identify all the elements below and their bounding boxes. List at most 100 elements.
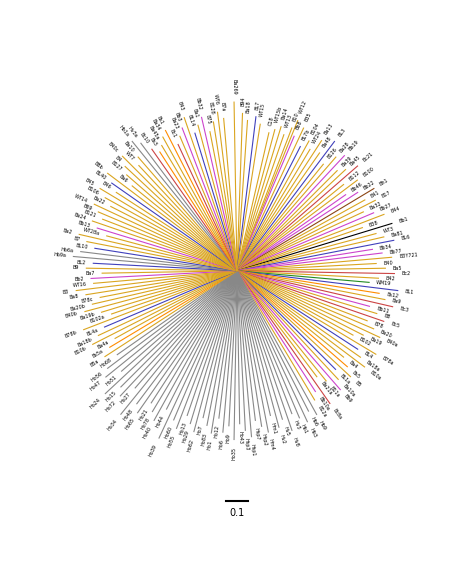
Text: Ho7: Ho7 [197, 424, 204, 435]
Text: Ba23: Ba23 [170, 117, 179, 131]
Text: Ba10a: Ba10a [341, 383, 356, 398]
Text: Bb3: Bb3 [174, 111, 182, 122]
Text: Bb10a: Bb10a [317, 396, 330, 412]
Text: B104: B104 [310, 122, 321, 136]
Text: Hb1a: Hb1a [118, 124, 129, 137]
Text: Hb3: Hb3 [308, 428, 317, 438]
Text: Hsp2: Hsp2 [260, 433, 267, 446]
Text: Ba32: Ba32 [369, 201, 383, 211]
Text: B45: B45 [84, 178, 95, 187]
Text: Ba1: Ba1 [191, 108, 199, 119]
Text: WT13: WT13 [284, 113, 293, 129]
Text: BL14: BL14 [187, 113, 195, 127]
Text: Bb8: Bb8 [295, 120, 303, 131]
Text: Ba7: Ba7 [85, 271, 95, 276]
Text: Bs1: Bs1 [156, 115, 164, 125]
Text: WT15b: WT15b [274, 105, 283, 123]
Text: BL7b: BL7b [301, 128, 311, 141]
Text: B3: B3 [62, 289, 69, 295]
Text: Hb6a: Hb6a [60, 247, 74, 253]
Text: BL1a: BL1a [339, 373, 351, 385]
Text: B7a: B7a [220, 101, 226, 111]
Text: WT15: WT15 [259, 103, 266, 117]
Text: Bs5a: Bs5a [92, 349, 105, 359]
Text: BL2: BL2 [77, 260, 86, 266]
Text: Ba10: Ba10 [123, 140, 135, 153]
Text: Ho35: Ho35 [231, 447, 237, 460]
Text: B12a: B12a [316, 405, 327, 418]
Text: B126: B126 [326, 147, 338, 160]
Text: Ho24: Ho24 [89, 397, 102, 409]
Text: Ho27: Ho27 [120, 392, 132, 405]
Text: Hv5: Hv5 [282, 425, 290, 436]
Text: B42: B42 [386, 276, 395, 282]
Text: Ho72: Ho72 [105, 400, 117, 413]
Text: B78b: B78b [64, 330, 78, 339]
Text: Ho51: Ho51 [105, 374, 118, 386]
Text: BL6: BL6 [401, 235, 410, 241]
Text: WT16: WT16 [72, 282, 87, 288]
Text: Ba19: Ba19 [369, 336, 382, 347]
Text: Bb1: Bb1 [398, 216, 409, 223]
Text: Ba4: Ba4 [348, 360, 358, 369]
Text: B44: B44 [390, 206, 401, 214]
Text: Ba22: Ba22 [92, 195, 105, 205]
Text: Ho40: Ho40 [142, 426, 153, 439]
Text: Ba34: Ba34 [151, 119, 162, 132]
Text: Ba48: Ba48 [322, 135, 333, 148]
Text: WT14: WT14 [74, 193, 89, 203]
Text: B128: B128 [208, 102, 215, 115]
Text: Hv3a: Hv3a [127, 126, 138, 139]
Text: BL4a: BL4a [85, 328, 99, 337]
Text: Bb22: Bb22 [363, 180, 376, 190]
Text: Bc3: Bc3 [399, 306, 409, 313]
Text: B102a: B102a [89, 314, 106, 324]
Text: B112: B112 [348, 170, 361, 182]
Text: Ho1: Ho1 [206, 440, 213, 450]
Text: Ho9: Ho9 [226, 433, 231, 443]
Text: Ho34: Ho34 [106, 418, 118, 431]
Text: WT7: WT7 [125, 150, 136, 162]
Text: Bb9: Bb9 [343, 393, 353, 404]
Text: Bs12: Bs12 [386, 292, 399, 299]
Text: Ba18b: Ba18b [76, 336, 93, 348]
Text: Bh1: Bh1 [379, 178, 390, 187]
Text: Ba28: Ba28 [339, 140, 351, 153]
Text: Hv2: Hv2 [278, 434, 286, 445]
Text: B75: B75 [204, 115, 211, 125]
Text: Ho43: Ho43 [237, 431, 243, 444]
Text: Bb2: Bb2 [74, 276, 84, 282]
Text: Ho48: Ho48 [123, 408, 135, 421]
Text: B40c: B40c [107, 141, 119, 153]
Text: C18: C18 [268, 116, 275, 126]
Text: Ba19b: Ba19b [79, 312, 95, 321]
Text: B7: B7 [73, 237, 80, 243]
Text: Ba45: Ba45 [349, 154, 362, 166]
Text: Ho15: Ho15 [105, 390, 118, 403]
Text: Bc21: Bc21 [361, 151, 374, 163]
Text: BL4: BL4 [363, 351, 373, 360]
Text: BL10: BL10 [75, 243, 88, 250]
Text: Ba6: Ba6 [118, 173, 128, 184]
Text: Ba24: Ba24 [73, 212, 86, 221]
Text: BL40: BL40 [94, 170, 107, 181]
Text: Bc10: Bc10 [138, 132, 150, 145]
Text: B94: B94 [240, 96, 246, 106]
Text: Hb1: Hb1 [300, 424, 309, 435]
Text: BL7: BL7 [255, 100, 260, 110]
Text: Hb9a: Hb9a [53, 253, 66, 258]
Text: Hv3: Hv3 [292, 420, 300, 430]
Text: Bb77: Bb77 [389, 248, 402, 255]
Text: Ho47: Ho47 [89, 380, 102, 392]
Text: BL3: BL3 [337, 127, 346, 137]
Text: B3Y721: B3Y721 [399, 253, 418, 259]
Text: Ba20b: Ba20b [69, 303, 86, 312]
Text: B127: B127 [110, 160, 123, 172]
Text: B106: B106 [86, 186, 100, 197]
Text: Ba81: Ba81 [391, 230, 404, 238]
Text: BL1: BL1 [405, 289, 414, 295]
Text: Ho21: Ho21 [138, 408, 149, 421]
Text: Ho62: Ho62 [186, 438, 194, 452]
Text: B43: B43 [176, 101, 184, 112]
Text: Hv8: Hv8 [292, 437, 300, 447]
